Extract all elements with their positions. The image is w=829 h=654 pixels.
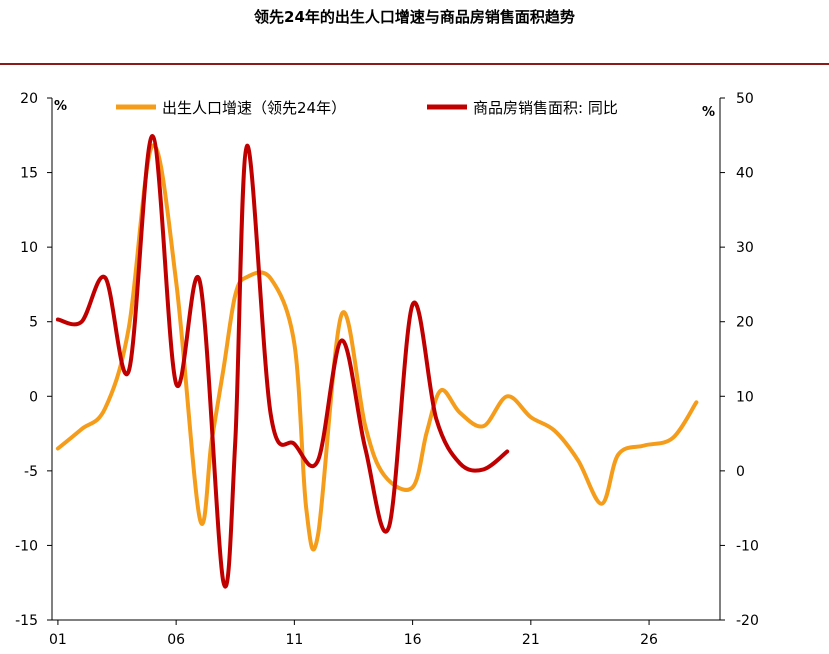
series-lines [55,133,699,589]
x-tick-label: 16 [404,632,422,648]
y-right-tick-label: 50 [736,91,754,107]
legend-label: 商品房销售面积: 同比 [473,99,618,117]
y-right-tick-label: 30 [736,240,754,256]
y-left-tick-label: 10 [20,240,38,256]
x-tick-label: 01 [49,632,67,648]
y-left-unit: % [54,99,67,114]
x-tick-label: 21 [522,632,540,648]
y-left-tick-label: -15 [15,613,38,629]
y-right-tick-label: 40 [736,166,754,182]
y-right-tick-label: -20 [736,613,759,629]
y-left-tick-label: -5 [24,464,38,480]
y-right-tick-label: -10 [736,538,759,554]
legend: 出生人口增速（领先24年） 商品房销售面积: 同比 [116,99,618,117]
y-right-tick-label: 0 [736,464,745,480]
y-left-tick-label: 5 [29,315,38,331]
y-right-unit: % [702,105,715,120]
y-left-tick-label: -10 [15,538,38,554]
chart-title: 领先24年的出生人口增速与商品房销售面积趋势 [254,8,575,26]
legend-label: 出生人口增速（领先24年） [162,99,346,117]
birth-rate-series-line [55,143,699,552]
y-left-tick-label: 0 [29,389,38,405]
axes [47,97,725,625]
x-tick-label: 11 [285,632,303,648]
housing-sales-series-line [55,133,510,589]
y-left-tick-label: 15 [20,166,38,182]
y-right-tick-label: 10 [736,389,754,405]
x-tick-label: 06 [167,632,185,648]
y-left-tick-label: 20 [20,91,38,107]
x-tick-label: 26 [640,632,658,648]
y-right-tick-label: 20 [736,315,754,331]
